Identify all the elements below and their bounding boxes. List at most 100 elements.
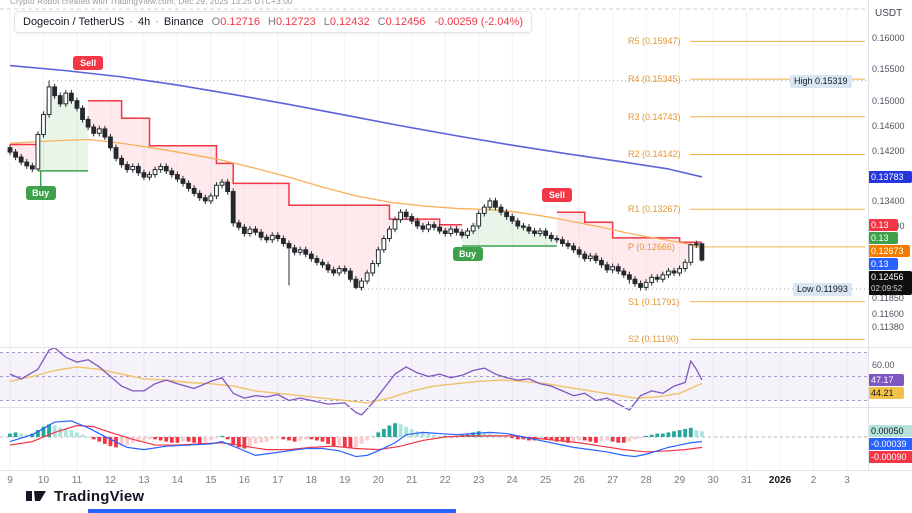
high-price-chip: High 0.15319 bbox=[790, 74, 852, 88]
sell-signal-chip: Sell bbox=[541, 187, 572, 202]
price-tick-0.14600: 0.14600 bbox=[872, 120, 905, 131]
low-label: L bbox=[323, 16, 330, 28]
red-indicator-badge: 0.13 bbox=[868, 218, 898, 231]
chart-watermark: Crypto Robot created with TradingView.co… bbox=[10, 0, 293, 6]
last-price-badge: 0.12456 02:09:52 bbox=[868, 270, 912, 295]
symbol-legend[interactable]: Dogecoin / TetherUS · 4h · Binance O0.12… bbox=[14, 11, 532, 33]
open-value: 0.12716 bbox=[220, 16, 260, 28]
time-tick-2026: 2026 bbox=[768, 475, 792, 486]
pivot-label-p: P (0.12666) bbox=[628, 241, 675, 252]
tradingview-logo-icon bbox=[26, 491, 46, 501]
sell-signal-chip: Sell bbox=[73, 56, 104, 71]
time-tick-22: 22 bbox=[439, 475, 451, 486]
rsi-line bbox=[9, 347, 703, 416]
rsi-ma-line bbox=[9, 366, 703, 404]
time-axis-separator bbox=[0, 470, 912, 471]
time-tick-29: 29 bbox=[674, 475, 686, 486]
time-tick-12: 12 bbox=[104, 475, 116, 486]
ma-blue-line bbox=[9, 64, 703, 178]
time-tick-10: 10 bbox=[37, 475, 50, 486]
pivot-label-r2: R2 (0.14142) bbox=[628, 149, 681, 160]
low-price-chip: Low 0.11993 bbox=[793, 283, 852, 297]
macd-histogram bbox=[8, 423, 704, 449]
quote-unit-label: USDT bbox=[875, 8, 903, 19]
close-label: C bbox=[377, 16, 386, 28]
pane-separator-rsi[interactable] bbox=[0, 347, 912, 348]
time-tick-27: 27 bbox=[607, 475, 619, 486]
rsi-tick-60: 60.00 bbox=[872, 359, 895, 370]
supertrend-lines bbox=[10, 99, 702, 247]
ma-orange-line bbox=[9, 138, 703, 248]
price-tick-0.15500: 0.15500 bbox=[872, 64, 905, 75]
time-tick-19: 19 bbox=[339, 475, 351, 486]
pivot-label-r4: R4 (0.15345) bbox=[628, 74, 681, 85]
macd-badge-0: 0.00050 bbox=[868, 425, 912, 438]
exchange-label: Binance bbox=[163, 16, 204, 28]
low-value: 0.12432 bbox=[329, 16, 370, 28]
time-tick-25: 25 bbox=[540, 475, 552, 486]
axis-separator-vertical bbox=[868, 0, 869, 470]
macd-badge-1: -0.00039 bbox=[868, 438, 912, 451]
green-indicator-badge: 0.13 bbox=[868, 231, 898, 244]
price-tick-0.11600: 0.11600 bbox=[872, 308, 904, 319]
high-value: 0.12723 bbox=[275, 16, 316, 28]
pivot-lines bbox=[690, 40, 865, 340]
timeframe-label: 4h bbox=[137, 16, 151, 28]
bottom-blue-strip bbox=[88, 509, 456, 513]
pane-separator-macd[interactable] bbox=[0, 407, 912, 408]
time-tick-24: 24 bbox=[506, 475, 518, 486]
time-tick-2: 2 bbox=[810, 475, 817, 486]
time-tick-3: 3 bbox=[844, 475, 850, 486]
time-tick-15: 15 bbox=[205, 475, 217, 486]
pivot-label-r1: R1 (0.13267) bbox=[628, 204, 681, 215]
high-label: H bbox=[268, 16, 276, 28]
pivot-label-s2: S2 (0.11190) bbox=[628, 334, 679, 345]
price-tick-0.14200: 0.14200 bbox=[872, 145, 905, 156]
high-low-lines bbox=[49, 80, 868, 290]
legend-separator: · bbox=[129, 16, 133, 28]
time-tick-30: 30 bbox=[707, 475, 719, 486]
rsi-band-background bbox=[0, 352, 868, 401]
macd-badge-2: -0.00090 bbox=[868, 451, 912, 464]
pivot-label-s1: S1 (0.11791) bbox=[628, 296, 680, 307]
buy-signal-chip: Buy bbox=[25, 186, 56, 201]
time-tick-26: 26 bbox=[573, 475, 585, 486]
macd-signal-line bbox=[9, 424, 703, 453]
rsi-badge-0: 47.17 bbox=[868, 373, 904, 386]
time-tick-23: 23 bbox=[473, 475, 485, 486]
macd-line bbox=[9, 420, 702, 458]
rsi-badge-1: 44.21 bbox=[868, 386, 904, 399]
time-tick-16: 16 bbox=[238, 475, 250, 486]
time-tick-20: 20 bbox=[372, 475, 384, 486]
pivot-label-r3: R3 (0.14743) bbox=[628, 111, 681, 122]
candlestick-series bbox=[7, 80, 705, 291]
open-label: O bbox=[211, 16, 221, 28]
orange-ma-badge: 0.12673 bbox=[868, 244, 910, 257]
time-tick-18: 18 bbox=[305, 475, 317, 486]
close-value: 0.12456 bbox=[385, 16, 426, 28]
time-tick-21: 21 bbox=[406, 475, 418, 486]
price-tick-0.11850: 0.11850 bbox=[872, 293, 904, 304]
time-tick-11: 11 bbox=[71, 475, 83, 486]
time-tick-31: 31 bbox=[740, 475, 753, 486]
legend-separator-2: · bbox=[155, 16, 159, 28]
time-tick-17: 17 bbox=[272, 475, 284, 486]
buy-signal-chip: Buy bbox=[452, 246, 483, 261]
ma-blue-badge: 0.13783 bbox=[868, 170, 912, 183]
change-value: -0.00259 (-2.04%) bbox=[434, 16, 523, 28]
price-tick-0.11380: 0.11380 bbox=[872, 322, 904, 333]
time-tick-9: 9 bbox=[7, 475, 13, 486]
price-tick-0.16000: 0.16000 bbox=[872, 33, 905, 44]
time-tick-13: 13 bbox=[138, 475, 150, 486]
blue-indicator-badge: 0.13 bbox=[868, 257, 898, 270]
tradingview-logo-text: TradingView bbox=[54, 487, 145, 505]
pivot-label-r5: R5 (0.15947) bbox=[628, 36, 681, 47]
price-tick-0.15000: 0.15000 bbox=[872, 95, 905, 106]
symbol-title: Dogecoin / TetherUS bbox=[23, 16, 125, 28]
price-tick-0.13400: 0.13400 bbox=[872, 195, 905, 206]
time-tick-14: 14 bbox=[171, 475, 183, 486]
time-tick-28: 28 bbox=[640, 475, 652, 486]
tradingview-logo[interactable]: TradingView bbox=[26, 487, 144, 505]
